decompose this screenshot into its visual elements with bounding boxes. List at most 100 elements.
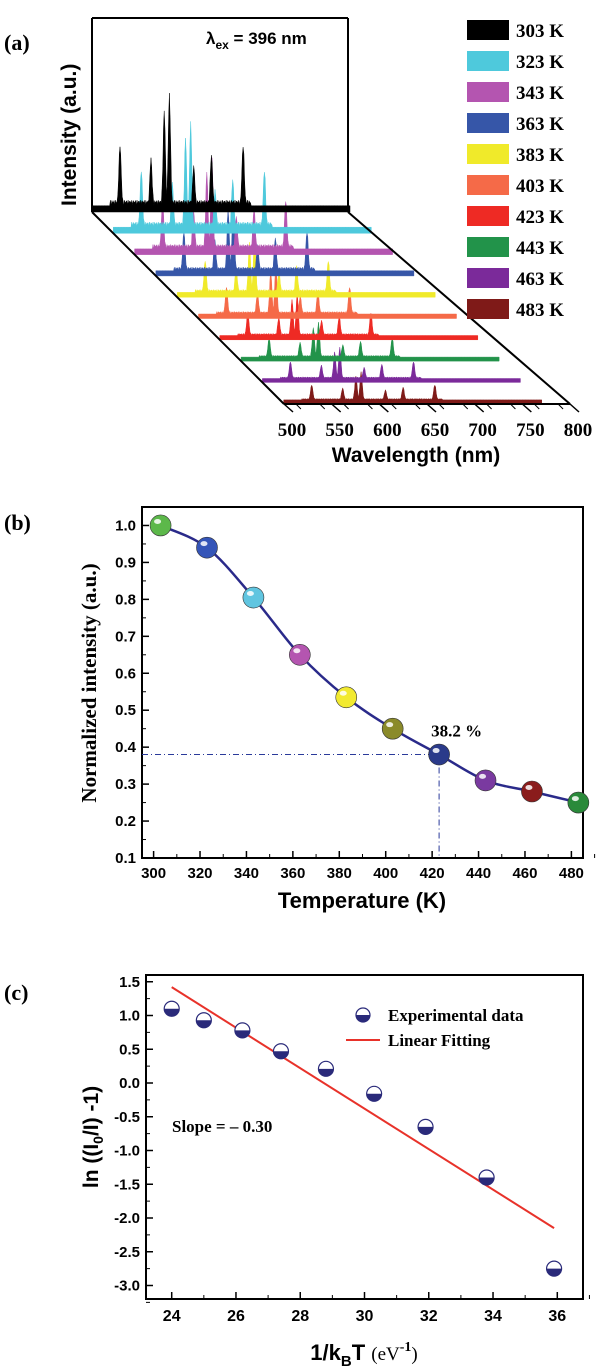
panel-a-x-tick [426, 403, 437, 413]
panel-a-x-minor-tick [319, 403, 326, 410]
panel-b-annotation: 38.2 % [431, 722, 482, 741]
panel-b-y-tick-label: 0.8 [115, 591, 136, 608]
panel-b-point-highlight [432, 748, 440, 754]
panel-a-depth-axis-left [91, 211, 285, 405]
panel-c-data-point-fill [418, 1126, 434, 1135]
panel-b-data-point [196, 536, 218, 559]
spectrum-303k [91, 93, 351, 213]
legend-label-443k: 443 K [516, 238, 564, 259]
spectrum-423k [219, 292, 479, 341]
panel-c-x-tick-label: 30 [356, 1308, 374, 1325]
panel-c-x-tick-label: 34 [484, 1308, 502, 1325]
panel-b-point-highlight [200, 541, 208, 547]
spectrum-323k [113, 121, 372, 234]
panel-a-x-tick-label: 550 [325, 420, 354, 441]
panel-b-point-highlight [339, 690, 347, 696]
legend-swatch-343k [467, 82, 509, 102]
panel-c-x-tick-label: 32 [420, 1308, 438, 1325]
panel-b-curve [160, 524, 579, 804]
legend-swatch-483k [467, 299, 509, 319]
panel-a-x-tick-label: 700 [468, 420, 497, 441]
panel-a-x-minor-tick [390, 403, 397, 410]
panel-a-xlabel: Wavelength (nm) [332, 444, 500, 467]
panel-b-data-point [149, 514, 172, 537]
panel-b-y-tick-label: 1.0 [115, 517, 136, 534]
panel-a: (a) Intensity (a.u.) λex = 396 nm 500 550… [4, 17, 592, 467]
panel-c-annotation: Slope = – 0.30 [172, 1117, 272, 1136]
panel-b-x-tick-label: 400 [373, 865, 398, 882]
panel-a-x-tick-label: 500 [278, 420, 307, 441]
panel-b-data-point [474, 769, 497, 792]
panel-a-x-minor-tick [367, 403, 373, 410]
panel-a-x-tick-label: 750 [516, 420, 545, 441]
panel-c-y-tick-label: -1.0 [114, 1143, 140, 1160]
panel-b-x-tick-label: 380 [327, 865, 352, 882]
panel-b-plot [142, 514, 590, 858]
panel-b-label: (b) [4, 510, 31, 535]
legend-label-423k: 423 K [516, 207, 564, 228]
panel-b-data-point [521, 780, 543, 803]
legend-label-483k: 483 K [516, 300, 564, 321]
spectrum-403k [198, 263, 457, 319]
panel-c-data-point-fill [196, 1020, 212, 1028]
panel-a-label: (a) [4, 30, 30, 55]
panel-b-x-tick-label: 320 [188, 865, 213, 882]
spectrum-483k [283, 371, 542, 404]
panel-c-data-point-fill [273, 1051, 289, 1059]
panel-a-x-tick-label: 650 [421, 420, 450, 441]
panel-c-x-tick-label: 26 [227, 1308, 245, 1325]
panel-b-ylabel: Normalized intensity (a.u.) [77, 563, 101, 802]
panel-b-data-point [335, 686, 358, 709]
panel-a-x-minor-tick [510, 403, 516, 410]
panel-c-y-tick-label: 1.0 [119, 1008, 140, 1025]
legend-label-363k: 363 K [516, 114, 564, 135]
panel-a-x-tick [521, 403, 532, 413]
panel-c-y-tick-label: 0.5 [119, 1041, 140, 1058]
panel-c-data-point-fill [318, 1068, 334, 1077]
panel-b-point-highlight [571, 796, 579, 802]
panel-c-y-tick-label: -3.0 [114, 1278, 140, 1295]
panel-a-x-minor-tick [486, 403, 492, 410]
panel-a-x-tick [331, 403, 342, 413]
panel-b-y-tick-label: 0.3 [115, 776, 136, 793]
panel-a-x-tick [474, 403, 485, 413]
panel-a-depth-axis-right [347, 211, 571, 405]
panel-a-x-minor-tick [533, 403, 540, 410]
panel-c-data-point-fill [366, 1093, 382, 1102]
panel-b-point-highlight [479, 773, 487, 779]
panel-b-data-point [242, 586, 265, 609]
panel-a-x-minor-tick [295, 403, 302, 410]
panel-c-legend-experimental: Experimental data [388, 1006, 524, 1025]
panel-c-legend-marker-fill [356, 1015, 370, 1022]
panel-a-x-tick [283, 403, 294, 413]
panel-b-x-tick-label: 300 [141, 865, 166, 882]
legend-swatch-303k [467, 20, 509, 40]
panel-a-x-minor-tick [557, 403, 564, 410]
panel-b-y-tick-label: 0.7 [115, 628, 136, 645]
legend-swatch-403k [467, 175, 509, 195]
panel-c-y-tick-label: -2.0 [114, 1210, 140, 1227]
panel-c-x-tick-label: 28 [291, 1308, 309, 1325]
spectrum-463k [262, 346, 521, 383]
panel-b-y-tick-label: 0.4 [115, 739, 137, 756]
panel-c-label: (c) [4, 980, 28, 1005]
panel-c-data-point-fill [234, 1030, 250, 1038]
legend-swatch-443k [467, 237, 509, 257]
panel-b-axes: 300 320 340 360 380 400 420 440 460 480 0.1 0.2 0.3 0… [115, 506, 596, 882]
legend-swatch-363k [467, 113, 509, 133]
waterfall-plot [91, 93, 542, 404]
panel-c-data-point-fill [546, 1268, 562, 1277]
panel-c-y-tick-label: -0.5 [114, 1109, 140, 1126]
spectrum-343k [134, 157, 393, 255]
panel-c-y-tick-label: -1.5 [114, 1176, 140, 1193]
legend-label-323k: 323 K [516, 52, 564, 73]
spectrum-363k [155, 197, 415, 277]
legend-label-463k: 463 K [516, 269, 564, 290]
panel-c-data-point-fill [164, 1008, 180, 1017]
panel-b-y-tick-label: 0.2 [115, 813, 136, 830]
panel-c-data-point-fill [479, 1177, 495, 1186]
panel-b-point-highlight [154, 518, 162, 524]
panel-c-legend-linear: Linear Fitting [388, 1031, 491, 1050]
panel-b-x-tick-label: 460 [512, 865, 537, 882]
